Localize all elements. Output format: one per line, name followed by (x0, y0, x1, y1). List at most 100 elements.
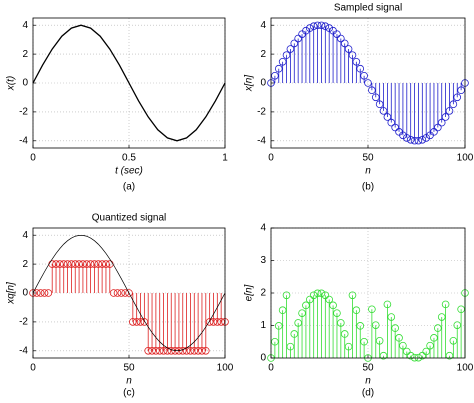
stem-marker (217, 318, 225, 326)
stem-marker (449, 100, 458, 109)
y-tick-label: -2 (19, 107, 28, 118)
y-tick-label: 0 (22, 78, 28, 89)
stem-marker (305, 295, 314, 304)
stem-marker (321, 291, 330, 300)
stem-marker (278, 306, 287, 315)
stem-marker (364, 79, 372, 87)
stem-marker (449, 336, 458, 345)
stem-marker (348, 291, 357, 300)
x-tick-label: 50 (362, 363, 374, 374)
y-tick-label: 2 (22, 259, 28, 270)
stem-marker (194, 346, 202, 355)
y-tick-label: 4 (22, 230, 28, 241)
stem-marker (98, 260, 106, 268)
x-tick-label: 100 (217, 363, 234, 374)
stem-marker (406, 351, 415, 360)
stem-marker (437, 118, 446, 127)
y-tick-label: 3 (260, 255, 266, 266)
stem-marker (302, 301, 310, 310)
stem-marker (356, 64, 365, 73)
stem-marker (186, 346, 195, 355)
stem-marker (294, 34, 302, 43)
y-tick-label: -4 (19, 135, 28, 146)
stem-marker (290, 330, 299, 338)
stem-marker (317, 289, 326, 298)
y-tick-label: 0 (22, 288, 28, 299)
stem-marker (271, 337, 279, 346)
stem-marker (375, 100, 384, 109)
stem-marker (44, 289, 53, 297)
x-axis-label: n (365, 166, 371, 177)
stem-marker (67, 260, 76, 268)
x-tick-label: 0 (268, 153, 274, 164)
stem-marker (113, 289, 122, 297)
stem-marker (40, 289, 49, 297)
stem-marker (402, 347, 411, 356)
caption: (c) (123, 388, 135, 399)
stem-marker (340, 330, 349, 338)
stem-marker (434, 324, 442, 332)
stem-marker (368, 305, 376, 314)
caption: (a) (123, 182, 135, 193)
axes-frame (270, 227, 466, 359)
x-tick-label: 100 (457, 153, 474, 164)
stem-marker (368, 86, 376, 95)
stem-marker (274, 322, 283, 330)
stem-marker (333, 309, 341, 317)
stem-marker (75, 260, 83, 268)
stem-marker (333, 30, 341, 38)
stem-marker (395, 334, 403, 342)
x-tick-label: 100 (457, 363, 474, 374)
caption: (b) (362, 182, 374, 193)
stem-marker (117, 289, 126, 297)
stem-marker (278, 57, 287, 66)
stem-marker (348, 51, 357, 59)
stem-marker (402, 134, 411, 142)
stem-marker (356, 322, 365, 330)
chart-title: Quantized signal (92, 213, 167, 224)
stem-marker (441, 300, 450, 309)
stem-marker (325, 295, 334, 304)
stem-marker (36, 289, 45, 297)
x-tick-label: 0.5 (122, 153, 136, 164)
stem-marker (121, 289, 129, 297)
stem-marker (309, 22, 318, 31)
stem-marker (418, 351, 427, 360)
line (32, 24, 226, 142)
x-axis-label: n (365, 376, 371, 387)
stem-marker (317, 21, 326, 30)
stem-marker (140, 318, 149, 326)
line (32, 235, 226, 351)
stem-marker (426, 341, 434, 350)
stem-marker (294, 319, 302, 327)
stem-marker (63, 260, 72, 268)
stem-marker (445, 351, 454, 360)
stem-marker (375, 336, 384, 345)
stem-marker (329, 301, 337, 310)
stem-marker (352, 57, 361, 66)
stem-marker (286, 45, 295, 53)
stem-marker (305, 24, 314, 32)
stem-marker (56, 260, 64, 268)
y-tick-label: 0 (260, 353, 266, 364)
stem-marker (144, 346, 153, 355)
stem-marker (79, 260, 87, 268)
stem-marker (391, 324, 399, 332)
stem-marker (391, 123, 399, 132)
stem-marker (337, 34, 345, 43)
stem-marker (163, 346, 172, 355)
stem-marker (190, 346, 199, 355)
stem-marker (371, 321, 380, 329)
stem-marker (205, 318, 214, 326)
stem-marker (340, 39, 349, 48)
stem-marker (33, 289, 41, 297)
stem-marker (274, 64, 283, 73)
stem-marker (298, 309, 306, 317)
stem-marker (422, 134, 431, 142)
stem-marker (399, 131, 407, 140)
x-tick-label: 50 (123, 363, 135, 374)
chart-title: Sampled signal (334, 3, 402, 14)
stem-marker (71, 260, 80, 268)
caption: (d) (362, 388, 374, 399)
stem-marker (109, 289, 118, 297)
